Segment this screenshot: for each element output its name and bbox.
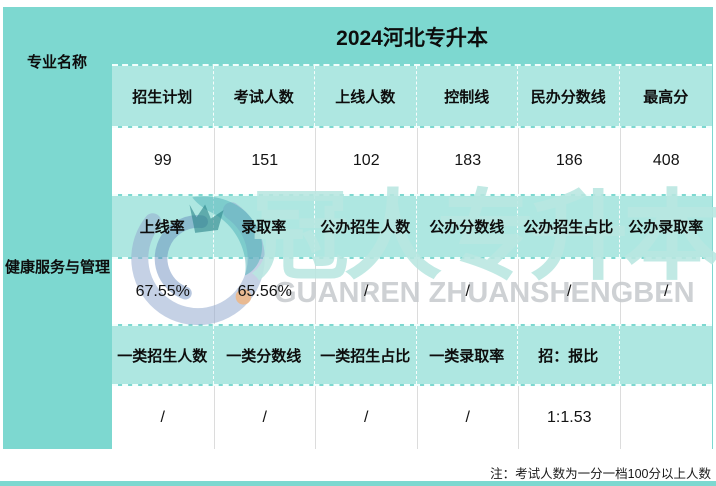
header-cell: 一类分数线: [213, 326, 315, 384]
header-cell: 招生计划: [112, 66, 214, 126]
header-label: 录取率: [241, 219, 287, 236]
footnote: 注：考试人数为一分一档100分以上人数: [490, 467, 711, 481]
header-label: 公办录取率: [628, 219, 704, 236]
data-value: 99: [153, 152, 172, 169]
data-cell: 67.55%: [112, 259, 214, 324]
header-cell: 公办招生人数: [315, 196, 417, 257]
header-cell: 录取率: [213, 196, 315, 257]
data-value: /: [664, 282, 669, 300]
data-value: /: [567, 282, 572, 300]
header-label: 一类录取率: [429, 347, 505, 365]
data-cell: /: [315, 259, 417, 324]
page-title: 2024河北专升本: [336, 27, 488, 50]
header-label: 公办招生占比: [523, 219, 614, 236]
data-table: 招生计划 考试人数 上线人数 控制线 民办分数线 最高分 99 151 102 …: [112, 64, 712, 449]
major-name-label: 健康服务与管理: [4, 259, 110, 276]
data-cell: /: [416, 259, 518, 324]
data-cell: 1:1.53: [518, 386, 620, 449]
data-cell: 99: [112, 128, 214, 194]
header-cell: 一类录取率: [416, 326, 518, 384]
header-label: 招生计划: [132, 88, 193, 106]
data-value: /: [465, 408, 470, 426]
data-value: 1:1.53: [547, 408, 592, 426]
data-cell: /: [619, 259, 712, 324]
header-cell: 公办招生占比: [518, 196, 620, 257]
data-cell: [619, 386, 712, 449]
data-value: 183: [454, 152, 482, 169]
data-value: /: [364, 408, 369, 426]
data-cell: 183: [416, 128, 518, 194]
header-label: 公办招生人数: [320, 219, 411, 236]
major-column-label: 专业名称: [27, 54, 88, 71]
header-label: 公办分数线: [429, 219, 505, 236]
data-value: /: [364, 282, 369, 300]
data-row-category-one: / / / / 1:1.53: [112, 386, 712, 449]
data-cell: /: [315, 386, 417, 449]
data-value: 186: [555, 152, 583, 169]
header-label: 一类招生占比: [320, 347, 411, 365]
data-cell: /: [213, 386, 315, 449]
bottom-strip: [0, 481, 716, 486]
data-value: 151: [251, 152, 279, 169]
header-row-rates: 上线率 录取率 公办招生人数 公办分数线 公办招生占比 公办录取率: [112, 194, 712, 259]
data-value: /: [160, 408, 165, 426]
header-cell: 民办分数线: [518, 66, 620, 126]
data-value: /: [465, 282, 470, 300]
header-cell: 公办录取率: [619, 196, 712, 257]
header-label: 一类招生人数: [117, 347, 208, 365]
data-value: 65.56%: [237, 282, 292, 300]
header-cell: 一类招生人数: [112, 326, 214, 384]
header-cell: 上线人数: [315, 66, 417, 126]
data-row-rates: 67.55% 65.56% / / / /: [112, 259, 712, 324]
header-cell: 一类招生占比: [315, 326, 417, 384]
header-label: 一类分数线: [226, 347, 302, 365]
data-cell: /: [112, 386, 214, 449]
data-cell: /: [518, 259, 620, 324]
data-value: 102: [352, 152, 380, 169]
data-cell: 65.56%: [213, 259, 315, 324]
header-cell: 控制线: [416, 66, 518, 126]
header-label: 上线率: [139, 219, 185, 236]
header-cell: 上线率: [112, 196, 214, 257]
data-row-enrollment: 99 151 102 183 186 408: [112, 128, 712, 194]
header-cell: 最高分: [619, 66, 712, 126]
header-label: 招：报比: [538, 347, 599, 365]
data-cell: 102: [315, 128, 417, 194]
table-panel: 2024河北专升本 专业名称 健康服务与管理 招生计划 考试人数 上线人数 控制…: [3, 7, 713, 449]
header-cell: [619, 326, 712, 384]
data-value: 408: [652, 152, 680, 169]
header-row-enrollment: 招生计划 考试人数 上线人数 控制线 民办分数线 最高分: [112, 64, 712, 128]
header-cell: 公办分数线: [416, 196, 518, 257]
data-cell: 408: [619, 128, 712, 194]
data-cell: /: [416, 386, 518, 449]
header-label: 最高分: [643, 88, 689, 106]
data-cell: 151: [213, 128, 315, 194]
header-cell: 考试人数: [213, 66, 315, 126]
header-label: 考试人数: [233, 88, 294, 106]
data-value: 67.55%: [135, 282, 190, 300]
data-cell: 186: [518, 128, 620, 194]
header-row-category-one: 一类招生人数 一类分数线 一类招生占比 一类录取率 招：报比: [112, 324, 712, 386]
header-label: 民办分数线: [530, 88, 606, 106]
header-cell: 招：报比: [518, 326, 620, 384]
header-label: 控制线: [444, 88, 490, 106]
data-value: /: [262, 408, 267, 426]
header-label: 上线人数: [335, 88, 396, 106]
